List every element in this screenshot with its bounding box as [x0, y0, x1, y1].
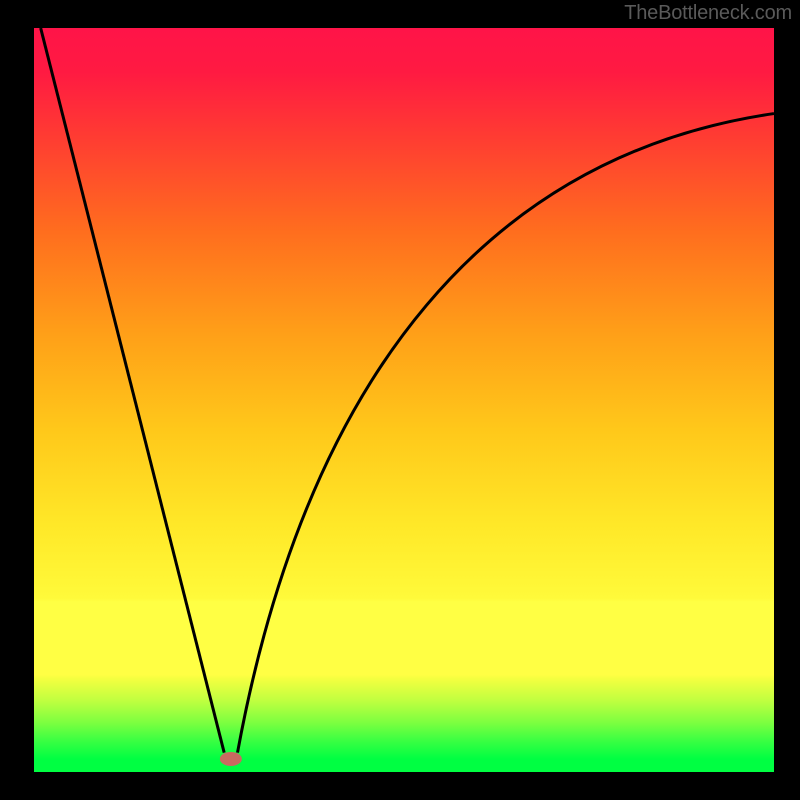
curve-right [238, 114, 775, 753]
chart-container: TheBottleneck.com [0, 0, 800, 800]
watermark-text: TheBottleneck.com [624, 2, 792, 25]
curve-left [41, 28, 225, 753]
curve-layer [34, 28, 774, 772]
plot-area [34, 28, 774, 772]
minimum-marker [220, 752, 242, 766]
